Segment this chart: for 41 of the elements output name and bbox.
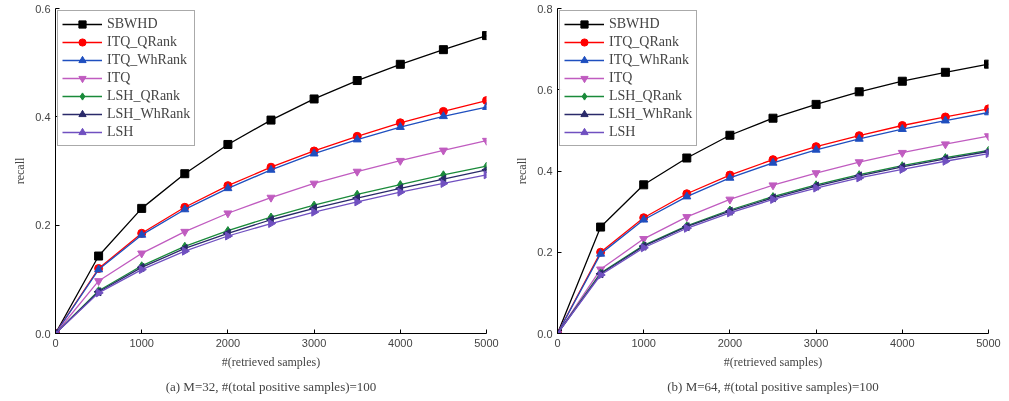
x-tick-label: 1000 [129,336,154,349]
y-tick-label: 0.2 [35,219,51,232]
y-tick-label: 0.0 [35,327,51,340]
legend-label: ITQ_QRank [609,33,679,51]
x-tick-label: 5000 [976,336,1001,349]
y-tick-label: 0.8 [537,2,553,15]
y-tick-label: 0.6 [537,83,553,96]
x-tick-label: 3000 [301,336,327,349]
x-tick-label: 3000 [803,336,829,349]
x-tick-label: 1000 [631,336,656,349]
y-tick-label: 0.4 [537,165,553,177]
y-axis-title: recall [13,157,28,185]
legend-label: ITQ [609,69,633,87]
legend-label: LSH_WhRank [609,105,693,123]
y-axis-title: recall [515,157,530,185]
x-tick-label: 0 [554,336,561,349]
legend-label: ITQ_WhRank [107,51,188,69]
legend-label: LSH_WhRank [107,105,191,123]
x-tick-label: 0 [52,336,59,349]
y-tick-label: 0.2 [537,246,553,259]
x-tick-label: 5000 [474,336,499,349]
legend-label: SBWHD [107,15,158,33]
legend-label: LSH [107,123,134,141]
legend-label: LSH_QRank [107,87,181,105]
legend-label: LSH [609,123,636,141]
y-tick-label: 0.6 [35,2,51,15]
x-tick-label: 2000 [717,336,743,349]
y-tick-label: 0.0 [537,327,553,340]
x-axis-title: #(retrieved samples) [221,354,321,369]
legend-label: ITQ_WhRank [609,51,690,69]
x-tick-label: 2000 [215,336,241,349]
legend-label: SBWHD [609,15,660,33]
x-tick-label: 4000 [388,336,413,349]
x-axis-title: #(retrieved samples) [723,354,823,369]
legend-label: LSH_QRank [609,87,683,105]
text: (a) M=32, #(total positive samples)=100 [165,378,377,394]
text: (b) M=64, #(total positive samples)=100 [667,378,879,394]
y-tick-label: 0.4 [35,110,51,123]
legend-label: ITQ [107,69,131,87]
x-tick-label: 4000 [890,336,915,349]
legend-label: ITQ_QRank [107,33,177,51]
